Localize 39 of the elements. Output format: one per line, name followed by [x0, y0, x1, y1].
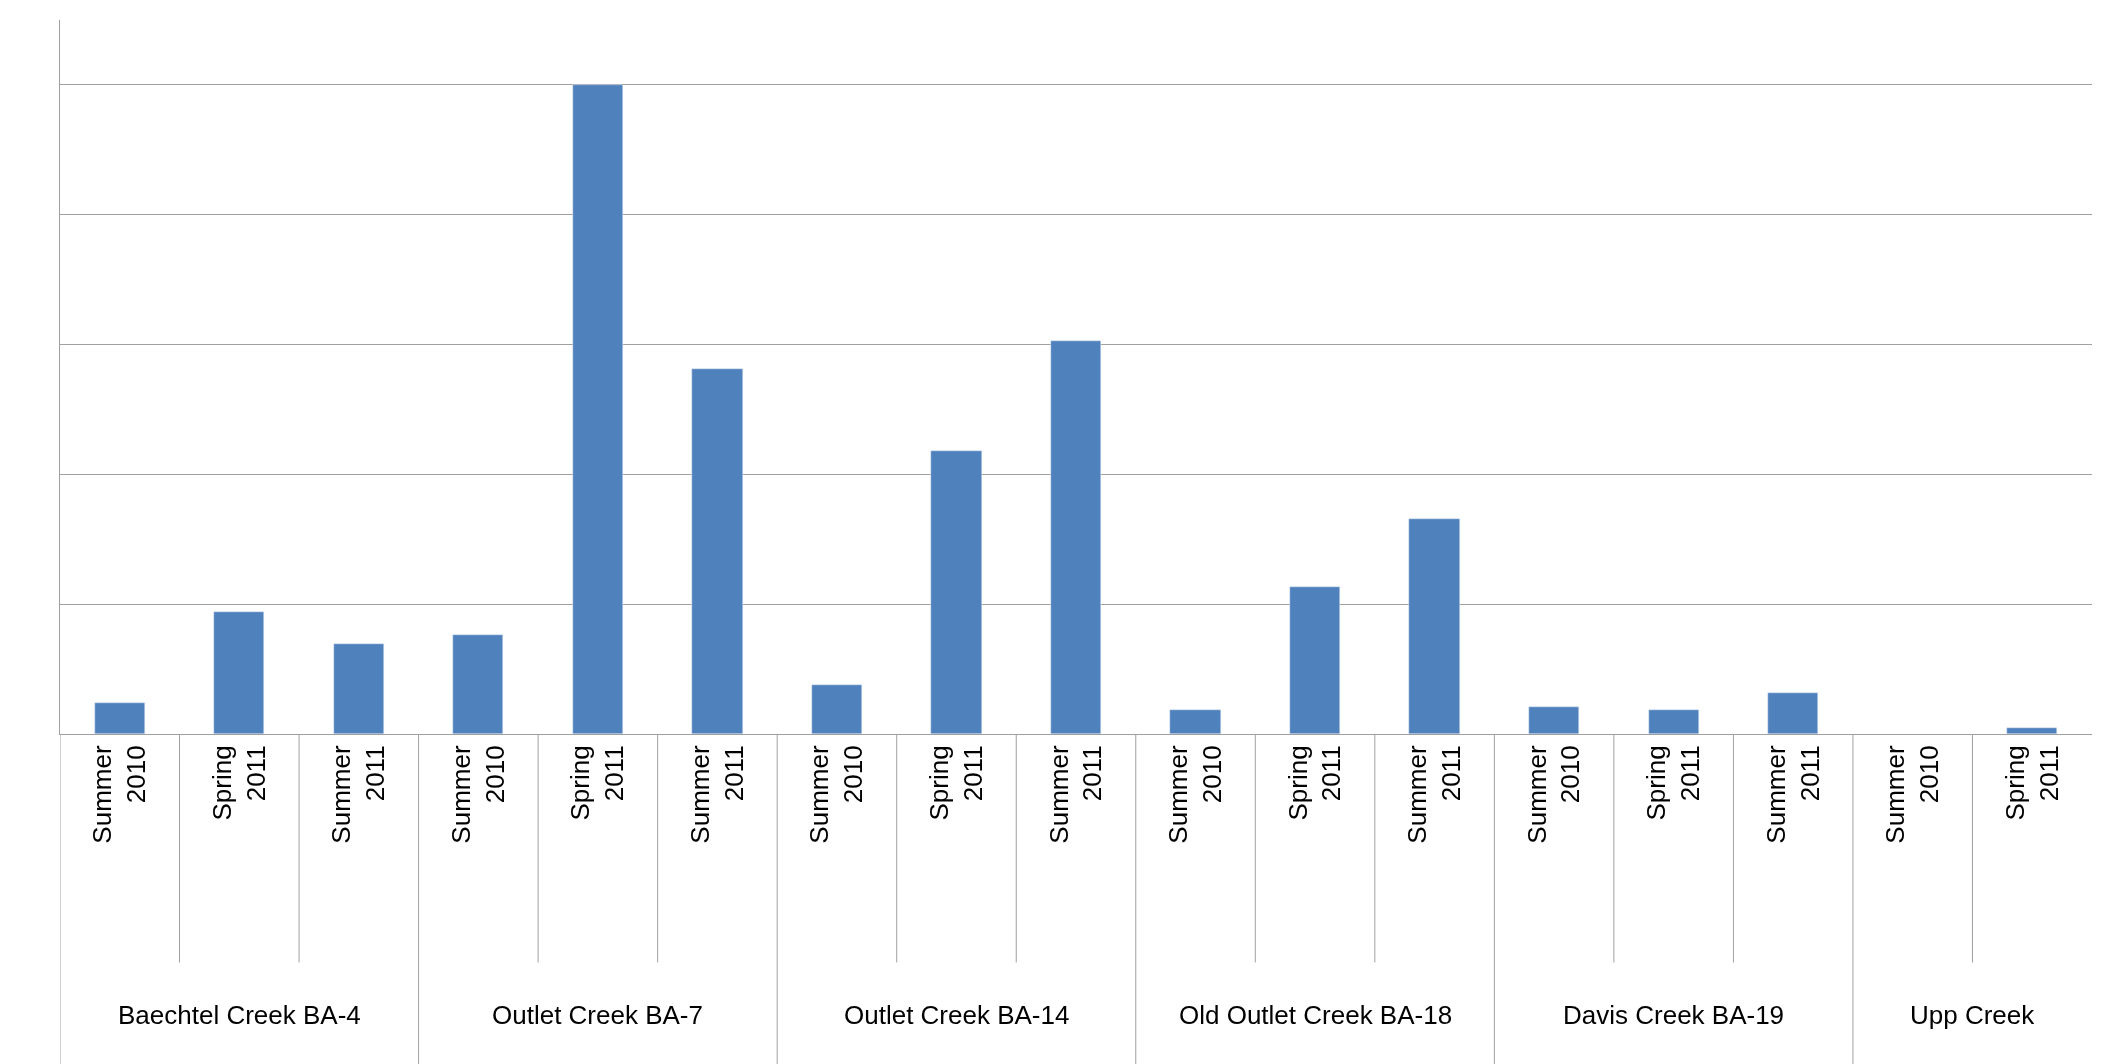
x-tick-label: Spring 2011: [924, 745, 988, 821]
x-tick-label: Summer 2011: [684, 745, 749, 844]
bar: [2006, 727, 2057, 734]
x-tick-label: Summer 2010: [1880, 745, 1945, 844]
bar: [811, 684, 862, 734]
bar: [691, 368, 743, 734]
x-tick-label: Spring 2011: [565, 745, 630, 821]
bar: [1408, 518, 1460, 734]
text: Baechtel Creek BA-4: [118, 1000, 361, 1030]
bar: [333, 643, 384, 734]
x-tick-label: Summer 2011: [1402, 745, 1466, 844]
text: Davis Creek BA-19: [1563, 1000, 1785, 1030]
x-tick-label: Summer 2010: [445, 745, 510, 844]
bar: [452, 634, 503, 734]
bar: [94, 702, 145, 734]
x-tick-label: Summer 2010: [1521, 745, 1586, 844]
text: Old Outlet Creek BA-18: [1179, 1000, 1453, 1030]
bar: [1767, 692, 1818, 734]
x-tick-label: Summer 2011: [1760, 745, 1825, 844]
text: Upp Creek: [1910, 1000, 2036, 1030]
bar: [213, 611, 264, 734]
x-tick-label: Spring 2011: [1999, 745, 2064, 821]
bar: [1050, 340, 1101, 734]
bar: [1169, 709, 1221, 734]
x-tick-label: Summer 2010: [804, 745, 869, 844]
bar: [930, 450, 982, 734]
text: Outlet Creek BA-7: [492, 1000, 703, 1030]
bar: [1648, 709, 1699, 734]
x-tick-label: Summer 2010: [1163, 745, 1227, 844]
x-tick-label: Spring 2011: [1282, 745, 1347, 821]
x-tick-label: Summer 2011: [1043, 745, 1108, 844]
x-tick-label: Spring 2011: [1641, 745, 1705, 821]
x-tick-label: Spring 2011: [206, 745, 271, 821]
bar: [1289, 586, 1340, 734]
text: Outlet Creek BA-14: [844, 1000, 1070, 1030]
bar: [572, 84, 623, 734]
bar: [1528, 706, 1579, 734]
x-tick-label: Summer 2010: [87, 745, 152, 844]
x-tick-label: Summer 2011: [326, 745, 391, 844]
